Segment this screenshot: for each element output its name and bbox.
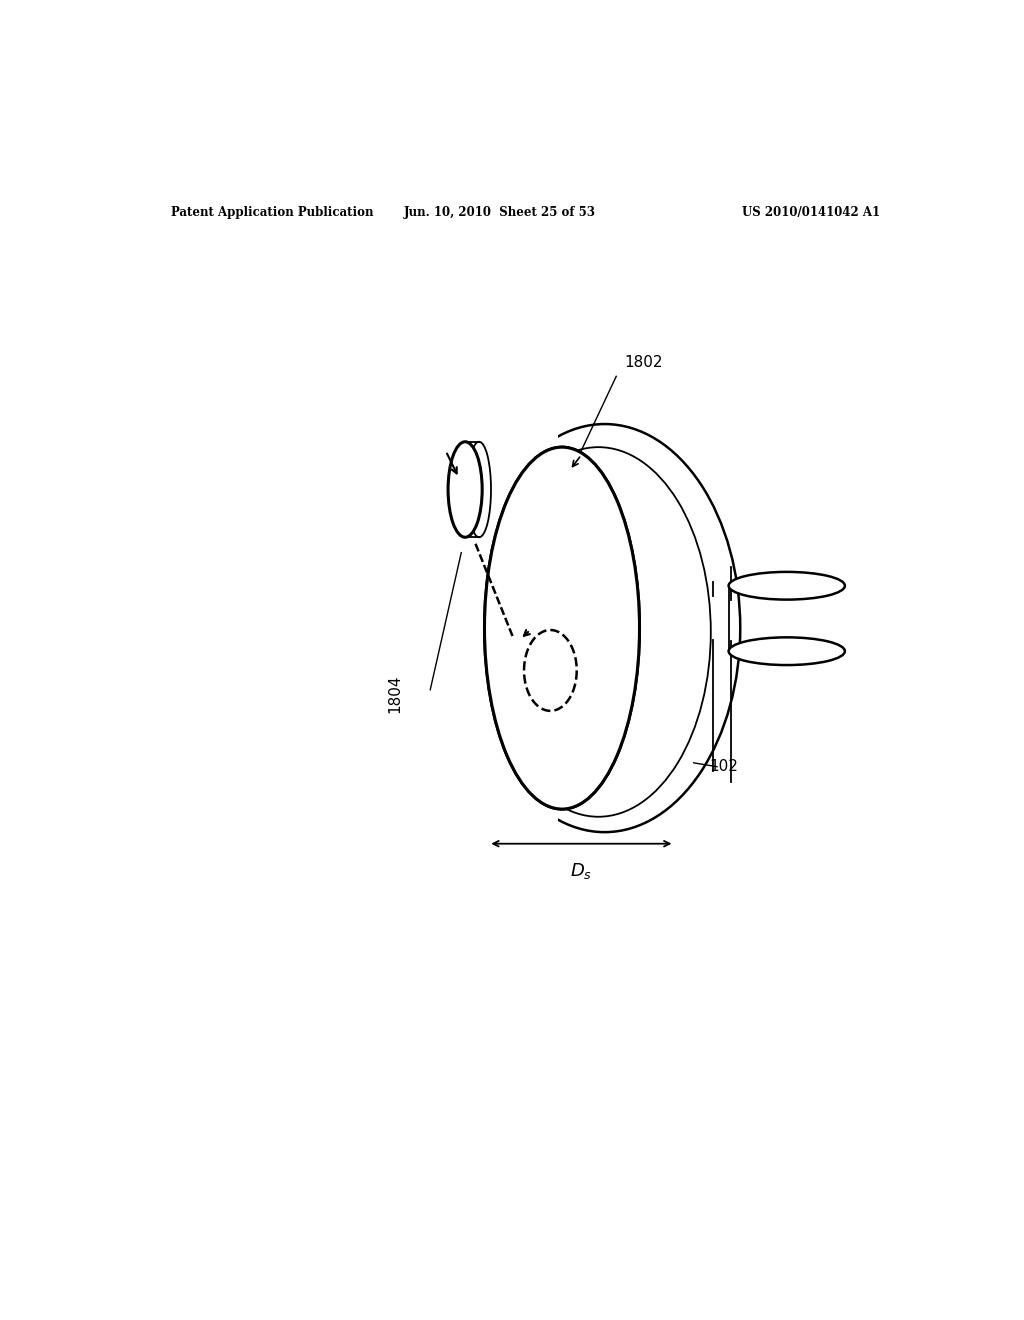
Text: 1802: 1802 — [624, 355, 663, 370]
Text: US 2010/0141042 A1: US 2010/0141042 A1 — [741, 206, 880, 219]
Text: 102: 102 — [710, 759, 738, 775]
Text: 1804: 1804 — [388, 675, 402, 713]
Ellipse shape — [729, 638, 845, 665]
Text: $D_s$: $D_s$ — [570, 861, 593, 880]
Text: Jun. 10, 2010  Sheet 25 of 53: Jun. 10, 2010 Sheet 25 of 53 — [404, 206, 596, 219]
Ellipse shape — [484, 447, 640, 809]
Text: Fig. 25: Fig. 25 — [260, 630, 421, 672]
Ellipse shape — [484, 447, 640, 809]
Ellipse shape — [449, 442, 482, 537]
Text: Patent Application Publication: Patent Application Publication — [171, 206, 373, 219]
Ellipse shape — [729, 572, 845, 599]
Bar — [128, 424, 558, 832]
